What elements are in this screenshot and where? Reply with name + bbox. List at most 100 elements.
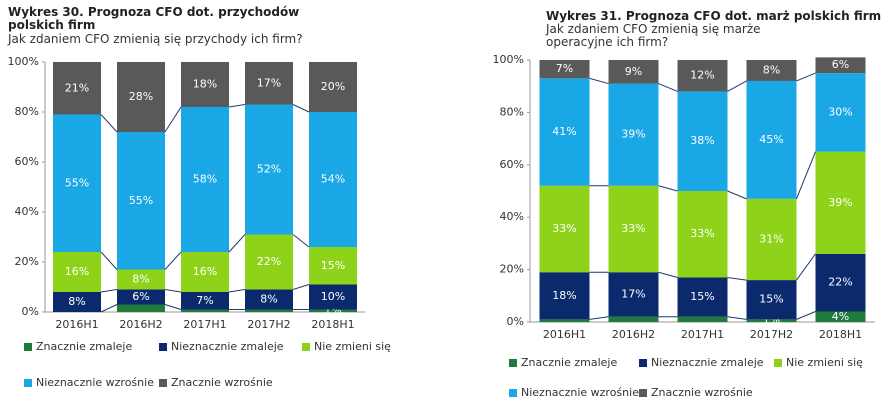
- connector-line: [228, 289, 246, 293]
- data-label: 4%: [832, 310, 849, 323]
- data-label: 16%: [65, 265, 89, 278]
- data-label: 39%: [621, 128, 645, 141]
- bar-segment: [815, 253, 866, 312]
- connector-line: [100, 304, 118, 313]
- connector-line: [100, 251, 118, 270]
- data-label: 20%: [321, 80, 345, 93]
- bar-segment: [53, 252, 101, 292]
- connector-line: [164, 106, 182, 133]
- bar-segment: [608, 60, 659, 84]
- bar-segment: [181, 292, 229, 310]
- legend-swatch: [159, 343, 167, 351]
- y-tick-label: 40%: [15, 205, 39, 218]
- y-tick-label: 60%: [15, 155, 39, 168]
- data-label: 16%: [193, 265, 217, 278]
- bar-segment: [539, 272, 590, 320]
- x-tick-label: 2017H1: [681, 328, 724, 341]
- y-tick-label: 20%: [500, 263, 524, 276]
- connector-line: [727, 80, 747, 92]
- bar-segment: [117, 62, 165, 132]
- y-tick-label: 0%: [507, 315, 524, 328]
- data-label: 12%: [690, 69, 714, 82]
- legend-swatch: [774, 359, 782, 367]
- y-tick-label: 40%: [500, 210, 524, 223]
- bar-segment: [117, 132, 165, 270]
- bar-segment: [815, 73, 866, 152]
- bar-segment: [608, 272, 659, 317]
- x-tick-label: 2017H2: [750, 328, 793, 341]
- bar-segment: [245, 62, 293, 105]
- bar-segment: [309, 247, 357, 285]
- data-label: 17%: [257, 76, 281, 89]
- y-tick-label: 0%: [22, 305, 39, 318]
- connector-line: [796, 151, 816, 200]
- y-tick-label: 60%: [500, 158, 524, 171]
- y-tick-label: 20%: [15, 255, 39, 268]
- connector-line: [658, 271, 678, 278]
- legend-label: Nieznacznie zmaleje: [171, 340, 284, 353]
- bar-segment: [608, 316, 659, 322]
- x-tick-label: 2017H2: [247, 318, 290, 331]
- bar-segment: [53, 292, 101, 312]
- connector-line: [292, 104, 310, 113]
- legend-swatch: [24, 343, 32, 351]
- chart-title: Wykres 30. Prognoza CFO dot. przychodów …: [8, 5, 300, 32]
- bar-segment: [53, 114, 101, 252]
- bar-segment: [181, 107, 229, 252]
- x-tick-label: 2016H1: [55, 318, 98, 331]
- connector-line: [796, 72, 816, 82]
- connector-line: [164, 289, 182, 293]
- bar-segment: [117, 304, 165, 312]
- data-label: 15%: [759, 293, 783, 306]
- bar-segment: [539, 319, 590, 322]
- data-label: 22%: [257, 255, 281, 268]
- data-label: 6%: [132, 290, 149, 303]
- data-label: 6%: [832, 58, 849, 71]
- data-label: 45%: [759, 133, 783, 146]
- bar-segment: [815, 57, 866, 74]
- data-label: 31%: [759, 232, 783, 245]
- legend-swatch: [509, 359, 517, 367]
- bar-segment: [746, 280, 797, 320]
- bar-segment: [815, 151, 866, 254]
- connector-line: [164, 304, 182, 310]
- connector-line: [658, 83, 678, 92]
- data-label: 9%: [625, 65, 642, 78]
- bar-segment: [539, 185, 590, 273]
- data-label: 39%: [828, 196, 852, 209]
- data-label: 17%: [621, 287, 645, 300]
- data-label: 22%: [828, 276, 852, 289]
- bar-segment: [309, 62, 357, 112]
- y-tick-label: 100%: [493, 53, 524, 66]
- data-label: 8%: [68, 295, 85, 308]
- bar-segment: [245, 234, 293, 290]
- data-label: 33%: [621, 222, 645, 235]
- connector-line: [589, 316, 609, 320]
- data-label: 55%: [65, 176, 89, 189]
- bar-segment: [608, 83, 659, 186]
- connector-line: [727, 190, 747, 200]
- data-label: 21%: [65, 81, 89, 94]
- data-label: 8%: [260, 293, 277, 306]
- connector-line: [292, 234, 310, 248]
- bar-segment: [245, 309, 293, 312]
- legend-swatch: [302, 343, 310, 351]
- bar-segment: [309, 284, 357, 310]
- bar-segment: [677, 316, 728, 322]
- bar-segment: [309, 112, 357, 247]
- legend-label: Nie zmieni się: [314, 340, 391, 353]
- bar-segment: [677, 91, 728, 191]
- connector-line: [727, 316, 747, 320]
- bar-segment: [181, 62, 229, 107]
- bar-segment: [677, 191, 728, 278]
- data-label: 10%: [321, 290, 345, 303]
- data-label: 54%: [321, 173, 345, 186]
- legend-swatch: [159, 379, 167, 387]
- legend-swatch: [509, 389, 517, 397]
- legend-label: Nie zmieni się: [786, 356, 863, 369]
- x-tick-label: 2017H1: [183, 318, 226, 331]
- data-label: 15%: [690, 290, 714, 303]
- data-label: 55%: [129, 194, 153, 207]
- data-label: 7%: [556, 62, 573, 75]
- bar-segment: [746, 198, 797, 281]
